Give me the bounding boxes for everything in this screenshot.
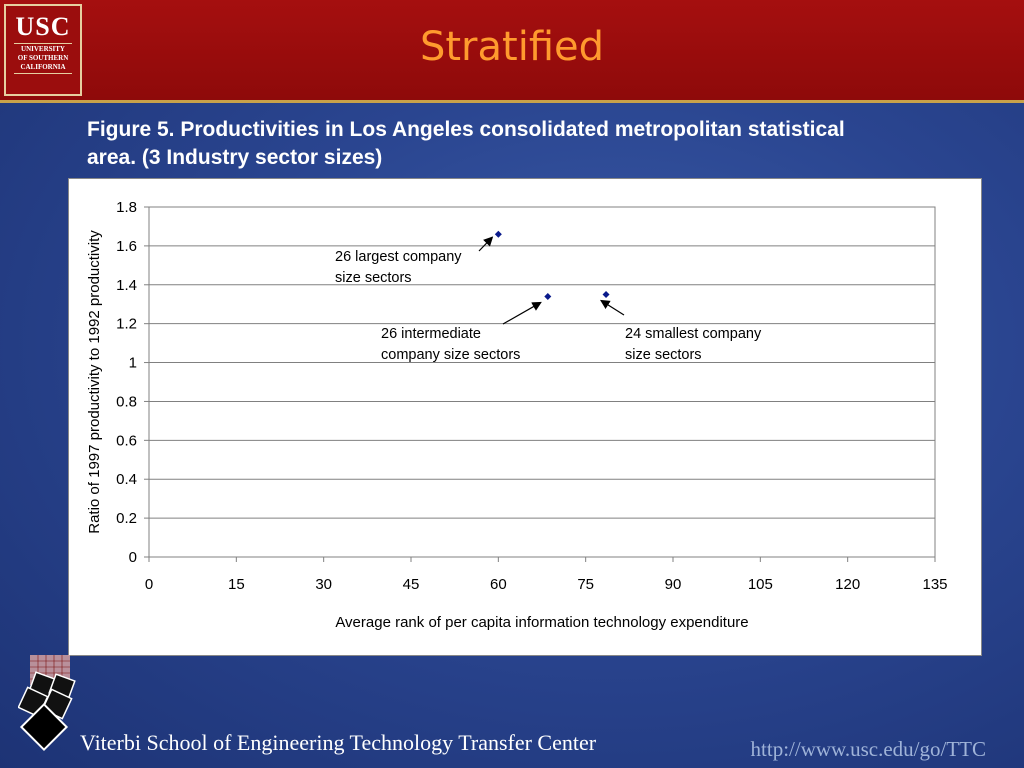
x-tick-label: 105 — [748, 576, 773, 593]
annotation-label: 26 largest company size sectors — [335, 249, 462, 286]
plot-area — [148, 206, 936, 558]
annotation-arrow — [600, 299, 625, 316]
footer-organization: Viterbi School of Engineering Technology… — [80, 730, 597, 755]
y-tick-label: 0.6 — [116, 432, 137, 449]
x-tick-label: 90 — [665, 576, 682, 593]
y-tick-label: 1.2 — [116, 316, 137, 333]
annotation-label: 24 smallest company size sectors — [625, 326, 762, 363]
data-point — [602, 291, 610, 298]
usc-logo[interactable]: USC UNIVERSITY OF SOUTHERN CALIFORNIA — [4, 4, 82, 96]
footer-url-link[interactable]: http://www.usc.edu/go/TTC — [750, 737, 986, 761]
y-axis-label: Ratio of 1997 productivity to 1992 produ… — [86, 230, 103, 534]
annotation-arrow — [502, 301, 542, 325]
data-points — [494, 230, 610, 300]
logo-main: USC — [15, 12, 71, 41]
x-tick-label: 75 — [577, 576, 594, 593]
annotations: 26 largest company size sectors 26 interme… — [335, 236, 762, 363]
caption-line-1: Figure 5. Productivities in Los Angeles … — [87, 118, 845, 141]
gridlines — [149, 206, 935, 519]
figure-caption: Figure 5. Productivities in Los Angeles … — [87, 116, 987, 172]
data-point — [494, 230, 502, 238]
header-bar: USC UNIVERSITY OF SOUTHERN CALIFORNIA St… — [0, 0, 1024, 103]
y-tick-label: 0.2 — [116, 510, 137, 527]
y-tick-label: 0.8 — [116, 393, 137, 410]
y-tick-label: 1 — [129, 355, 137, 372]
x-axis-label: Average rank of per capita information t… — [335, 614, 748, 631]
y-tick-label: 0 — [129, 549, 137, 566]
logo-line3: CALIFORNIA — [20, 63, 66, 71]
annotation-arrow — [478, 236, 494, 252]
x-tick-label: 0 — [145, 576, 153, 593]
chart-panel: 0 0.2 0.4 0.6 0.8 1 1.2 1.4 1.6 1.8 0 15 30 45 60 75 90 1… — [68, 178, 982, 656]
x-tick-label: 60 — [490, 576, 507, 593]
decorative-tiles — [18, 655, 76, 752]
x-tick-label: 45 — [403, 576, 420, 593]
slide-title: Stratified — [419, 24, 605, 70]
y-tick-label: 1.6 — [116, 238, 137, 255]
caption-line-2: area. (3 Industry sector sizes) — [87, 146, 383, 169]
scatter-chart: 0 0.2 0.4 0.6 0.8 1 1.2 1.4 1.6 1.8 0 15 30 45 60 75 90 1… — [86, 199, 948, 631]
data-point — [544, 292, 552, 300]
x-tick-label: 15 — [228, 576, 245, 593]
y-tick-label: 0.4 — [116, 471, 137, 488]
x-tick-label: 135 — [922, 576, 947, 593]
axes: 0 0.2 0.4 0.6 0.8 1 1.2 1.4 1.6 1.8 0 15 30 45 60 75 90 1… — [116, 199, 947, 593]
annotation-label: 26 intermediate company size sectors — [381, 326, 520, 363]
x-tick-label: 30 — [315, 576, 332, 593]
logo-line1: UNIVERSITY — [21, 45, 65, 53]
y-tick-label: 1.4 — [116, 277, 137, 294]
logo-line2: OF SOUTHERN — [17, 54, 69, 62]
x-tick-label: 120 — [835, 576, 860, 593]
y-tick-label: 1.8 — [116, 199, 137, 216]
